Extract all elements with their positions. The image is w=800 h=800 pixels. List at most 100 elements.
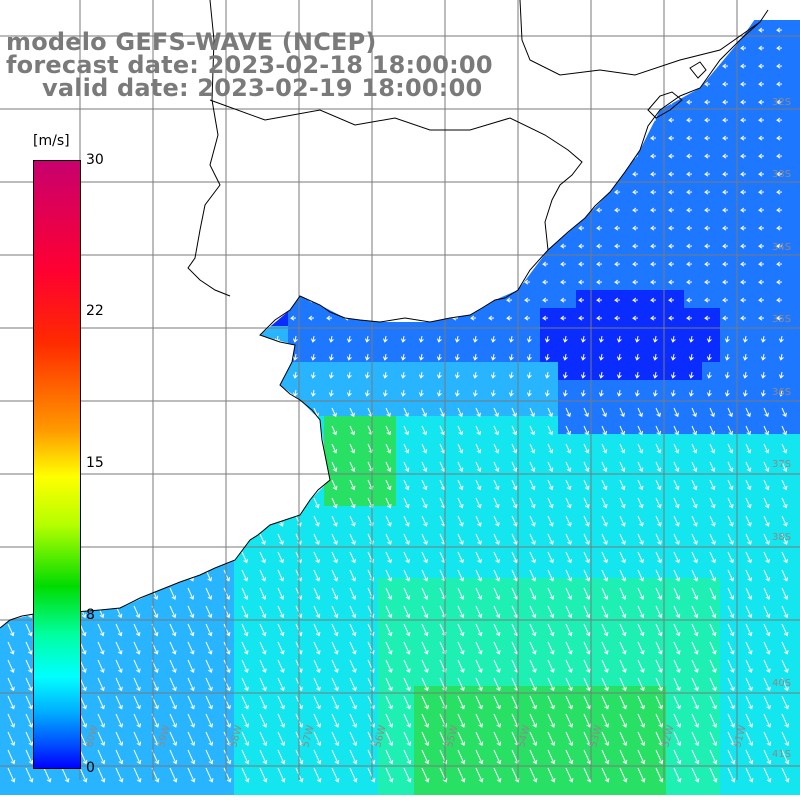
wind-arrow-head (423, 558, 428, 564)
wind-arrow-head (495, 595, 501, 600)
wind-arrow (384, 335, 387, 342)
wind-arrow (331, 533, 338, 545)
wind-arrow (331, 605, 338, 618)
wind-arrow-head (686, 99, 691, 105)
field-cell (576, 380, 595, 399)
wind-arrow (529, 461, 535, 472)
wind-arrow-head (261, 540, 266, 546)
field-cell (540, 704, 559, 723)
field-cell (306, 704, 325, 723)
field-cell (396, 452, 415, 471)
field-cell (702, 758, 721, 777)
wind-arrow-head (351, 577, 357, 582)
wind-arrow-head (562, 338, 568, 343)
field-cell (378, 542, 397, 561)
wind-arrow (744, 371, 747, 378)
wind-arrow-head (350, 449, 356, 454)
field-cell (306, 506, 325, 525)
field-cell (252, 668, 271, 687)
field-cell (684, 578, 703, 597)
field-cell (306, 632, 325, 651)
wind-arrow-head (477, 540, 482, 546)
wind-arrow (493, 425, 499, 435)
wind-arrow-head (386, 430, 392, 436)
wind-arrow-head (688, 338, 694, 343)
field-cell (432, 326, 451, 345)
wind-arrow-head (189, 577, 195, 582)
field-cell (450, 614, 469, 633)
field-cell (540, 614, 559, 633)
wind-arrow-head (470, 315, 475, 321)
field-cell (126, 704, 145, 723)
wind-arrow (330, 389, 333, 396)
wind-arrow-head (688, 356, 694, 361)
wind-arrow (439, 605, 446, 618)
wind-arrow (691, 587, 698, 600)
field-cell (576, 272, 595, 291)
field-cell (162, 758, 181, 777)
field-cell (666, 272, 685, 291)
field-cell (522, 668, 541, 687)
field-cell (504, 362, 523, 381)
field-cell (612, 272, 631, 291)
field-cell (558, 650, 577, 669)
wind-arrow (691, 515, 697, 527)
wind-arrow-head (722, 297, 727, 303)
wind-arrow (619, 443, 625, 454)
field-cell (594, 560, 613, 579)
wind-arrow-head (261, 613, 267, 619)
wind-arrow (492, 371, 495, 378)
field-cell (738, 308, 757, 327)
field-cell (504, 650, 523, 669)
wind-arrow (385, 605, 392, 618)
field-cell (720, 218, 739, 237)
wind-arrow (241, 641, 248, 655)
field-cell (540, 758, 559, 777)
field-cell (540, 380, 559, 399)
field-cell (486, 740, 505, 759)
field-cell (450, 776, 469, 795)
field-cell (396, 524, 415, 543)
field-cell (774, 506, 793, 525)
wind-arrow (673, 443, 679, 454)
field-cell (630, 614, 649, 633)
wind-arrow-head (328, 374, 334, 379)
field-cell (342, 344, 361, 363)
wind-arrow (457, 587, 464, 600)
wind-arrow-head (704, 225, 709, 231)
wind-arrow-head (290, 315, 295, 321)
field-cell (306, 524, 325, 543)
field-cell (450, 416, 469, 435)
wind-arrow (709, 461, 715, 472)
field-cell (360, 452, 379, 471)
field-cell (666, 578, 685, 597)
wind-arrow (312, 335, 315, 342)
wind-arrow (547, 533, 554, 545)
field-cell (594, 398, 613, 417)
field-cell (720, 200, 739, 219)
field-cell (612, 488, 631, 507)
wind-arrow (547, 425, 553, 435)
field-cell (540, 272, 559, 291)
field-cell (540, 632, 559, 651)
wind-arrow-head (634, 338, 640, 343)
wind-arrow (511, 587, 518, 600)
wind-arrow-head (423, 540, 428, 546)
wind-arrow-head (620, 412, 625, 418)
field-cell (684, 776, 703, 795)
wind-arrow-head (386, 412, 391, 418)
wind-arrow-head (674, 430, 680, 436)
wind-arrow-head (776, 225, 781, 231)
wind-arrow (187, 641, 194, 655)
wind-arrow (637, 407, 643, 417)
wind-arrow (385, 533, 392, 545)
wind-arrow-head (404, 430, 410, 436)
wind-arrow (348, 371, 351, 378)
wind-arrow-head (454, 392, 460, 397)
field-cell (342, 614, 361, 633)
field-cell (792, 20, 800, 39)
wind-arrow-head (560, 279, 565, 285)
wind-arrow (403, 461, 409, 472)
wind-arrow (403, 497, 409, 508)
field-cell (360, 326, 379, 345)
